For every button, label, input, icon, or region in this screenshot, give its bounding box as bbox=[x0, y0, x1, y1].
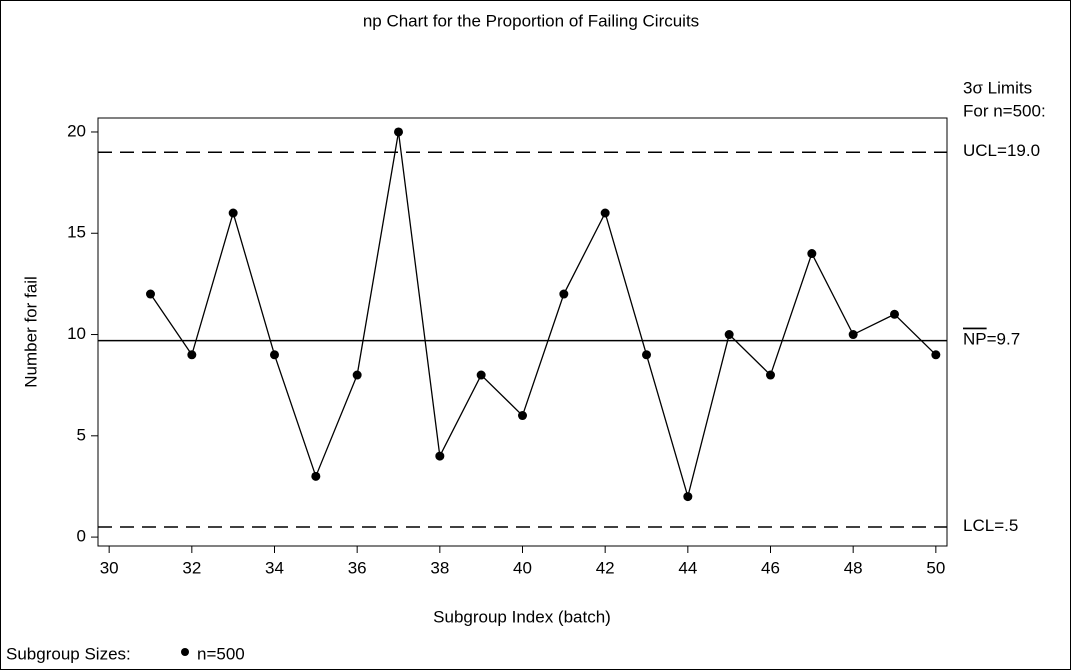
x-tick-label: 46 bbox=[761, 558, 780, 577]
y-tick-label: 5 bbox=[77, 425, 86, 444]
x-tick-label: 36 bbox=[348, 558, 367, 577]
chart-title: np Chart for the Proportion of Failing C… bbox=[363, 11, 699, 30]
data-point bbox=[311, 471, 321, 481]
data-point bbox=[352, 370, 362, 380]
control-limit-name: LCL bbox=[963, 516, 994, 535]
data-point bbox=[393, 127, 403, 137]
data-point bbox=[931, 350, 941, 360]
x-tick-label: 40 bbox=[513, 558, 532, 577]
control-limit-label: NP=9.7 bbox=[963, 330, 1020, 349]
x-tick-label: 30 bbox=[100, 558, 119, 577]
data-point bbox=[145, 289, 155, 299]
data-point bbox=[807, 249, 817, 259]
x-tick-label: 50 bbox=[926, 558, 945, 577]
limits-header: 3σ Limits bbox=[963, 78, 1032, 97]
legend-label: n=500 bbox=[197, 644, 245, 663]
data-point bbox=[766, 370, 776, 380]
control-limit-value: =19.0 bbox=[997, 142, 1040, 161]
data-point bbox=[269, 350, 279, 360]
y-axis-label: Number for fail bbox=[21, 276, 40, 387]
data-point bbox=[518, 411, 527, 421]
data-point bbox=[600, 208, 610, 218]
series-line bbox=[149, 131, 937, 500]
data-point bbox=[559, 289, 569, 299]
data-point bbox=[848, 330, 858, 340]
x-tick-label: 44 bbox=[678, 558, 697, 577]
y-tick-label: 0 bbox=[77, 527, 86, 546]
control-limit-name: UCL bbox=[963, 142, 997, 161]
legend-title: Subgroup Sizes: bbox=[6, 644, 131, 663]
control-limit-label: LCL=.5 bbox=[963, 516, 1018, 535]
data-point bbox=[890, 309, 900, 319]
x-tick-label: 48 bbox=[844, 558, 863, 577]
data-point bbox=[476, 370, 486, 380]
limits-header: For n=500: bbox=[963, 101, 1046, 120]
control-limit-label: UCL=19.0 bbox=[963, 142, 1040, 161]
x-tick-label: 34 bbox=[265, 558, 284, 577]
x-tick-label: 38 bbox=[430, 558, 449, 577]
control-limit-value: =.5 bbox=[994, 516, 1018, 535]
data-point bbox=[228, 208, 238, 218]
legend-marker bbox=[181, 648, 189, 656]
y-tick-label: 10 bbox=[67, 324, 86, 343]
data-point bbox=[187, 350, 197, 360]
y-tick-label: 15 bbox=[67, 223, 86, 242]
data-point bbox=[435, 451, 445, 461]
data-point bbox=[642, 350, 652, 360]
plot-frame bbox=[97, 117, 948, 547]
control-limit-value: =9.7 bbox=[987, 330, 1021, 349]
data-point bbox=[724, 330, 734, 340]
control-limit-name: NP bbox=[963, 330, 987, 349]
x-tick-label: 42 bbox=[596, 558, 615, 577]
x-tick-label: 32 bbox=[182, 558, 201, 577]
x-axis-label: Subgroup Index (batch) bbox=[433, 607, 611, 626]
data-point bbox=[683, 492, 693, 502]
y-tick-label: 20 bbox=[67, 121, 86, 140]
